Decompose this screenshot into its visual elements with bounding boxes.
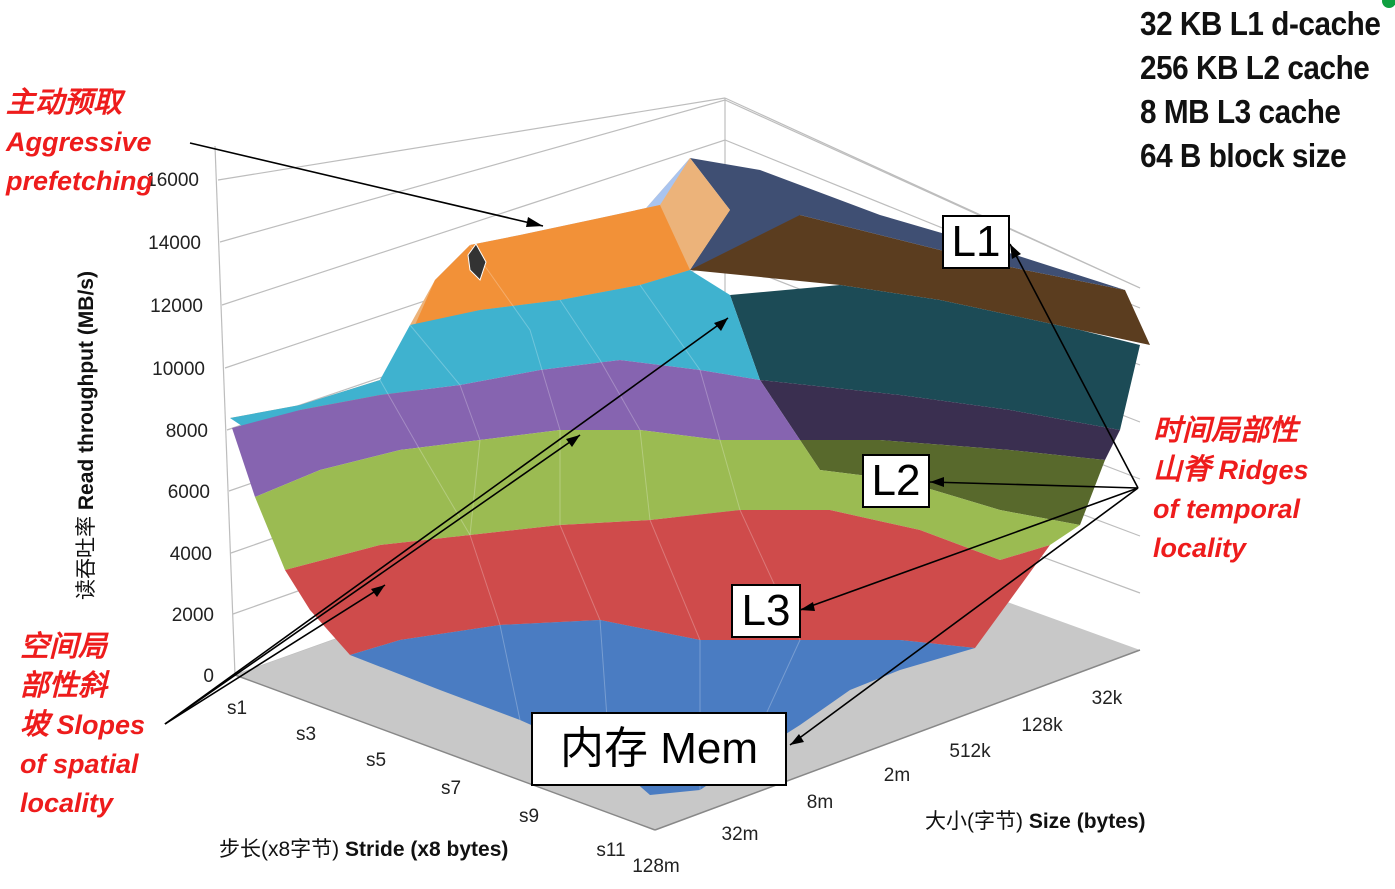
size-tick: 512k <box>949 741 991 762</box>
arrow-heads <box>371 217 1021 745</box>
size-tick: 2m <box>884 765 910 786</box>
band-cyan <box>230 270 760 428</box>
l1-label: L1 <box>942 215 1010 269</box>
stride-tick: s3 <box>296 724 316 745</box>
prefetch-annotation: 主动预取 Aggressive prefetching <box>6 87 154 196</box>
z-axis-ticks: 0 2000 4000 6000 8000 10000 12000 14000 … <box>146 170 214 687</box>
band-red <box>285 510 1050 655</box>
stride-axis-title: 步长(x8字节) Stride (x8 bytes) <box>219 838 508 861</box>
surface-facets <box>379 244 801 790</box>
stride-axis-ticks: s1 s3 s5 s7 s9 s11 <box>227 698 626 861</box>
z-tick: 8000 <box>166 421 208 442</box>
stride-tick: s5 <box>366 750 386 771</box>
stride-tick: s11 <box>596 840 625 861</box>
z-tick: 10000 <box>152 359 205 380</box>
annotation-arrows <box>164 142 1139 746</box>
l2-label: L2 <box>862 454 930 508</box>
corner-dot <box>1382 0 1395 8</box>
right-band-cyan <box>730 285 1140 430</box>
z-tick: 14000 <box>148 233 201 254</box>
stride-tick: s9 <box>519 806 539 827</box>
mem-label: 内存 Mem <box>531 712 787 786</box>
band-blue-mem <box>350 620 975 795</box>
z-tick: 16000 <box>146 170 199 191</box>
z-tick: 6000 <box>168 482 210 503</box>
z-axis-title: 读吞吐率 Read throughput (MB/s) <box>75 271 98 600</box>
stride-tick: s7 <box>441 778 461 799</box>
temporal-annotation: 时间局部性 山脊 Ridges of temporal locality <box>1153 415 1309 563</box>
size-axis-ticks: 32k 128k 512k 2m 8m 32m 128m <box>632 688 1123 877</box>
spec-line: 32 KB L1 d-cache <box>1140 5 1381 42</box>
size-tick: 32k <box>1092 688 1123 709</box>
band-purple <box>232 360 800 497</box>
z-tick: 2000 <box>172 605 214 626</box>
band-green <box>255 430 1080 570</box>
size-tick: 32m <box>722 824 759 845</box>
size-tick: 128k <box>1021 715 1063 736</box>
pointer-marker-icon <box>467 243 487 281</box>
z-tick: 0 <box>203 666 214 687</box>
size-axis-title: 大小(字节) Size (bytes) <box>925 810 1146 833</box>
spec-line: 256 KB L2 cache <box>1140 49 1370 86</box>
spatial-annotation: 空间局 部性斜 坡 Slopes of spatial locality <box>20 631 146 818</box>
system-specs: 32 KB L1 d-cache 256 KB L2 cache 8 MB L3… <box>1140 2 1395 178</box>
l3-label: L3 <box>731 584 801 638</box>
size-tick: 128m <box>632 856 680 877</box>
size-tick: 8m <box>807 792 833 813</box>
spec-line: 64 B block size <box>1140 137 1347 174</box>
z-tick: 4000 <box>170 544 212 565</box>
band-orange <box>415 205 690 325</box>
right-band-orange <box>690 210 1150 345</box>
spec-line: 8 MB L3 cache <box>1140 93 1341 130</box>
stride-tick: s1 <box>227 698 247 719</box>
z-tick: 12000 <box>150 296 203 317</box>
svg-text:读吞吐率 Read throughput (MB/s): 读吞吐率 Read throughput (MB/s) <box>75 271 98 600</box>
